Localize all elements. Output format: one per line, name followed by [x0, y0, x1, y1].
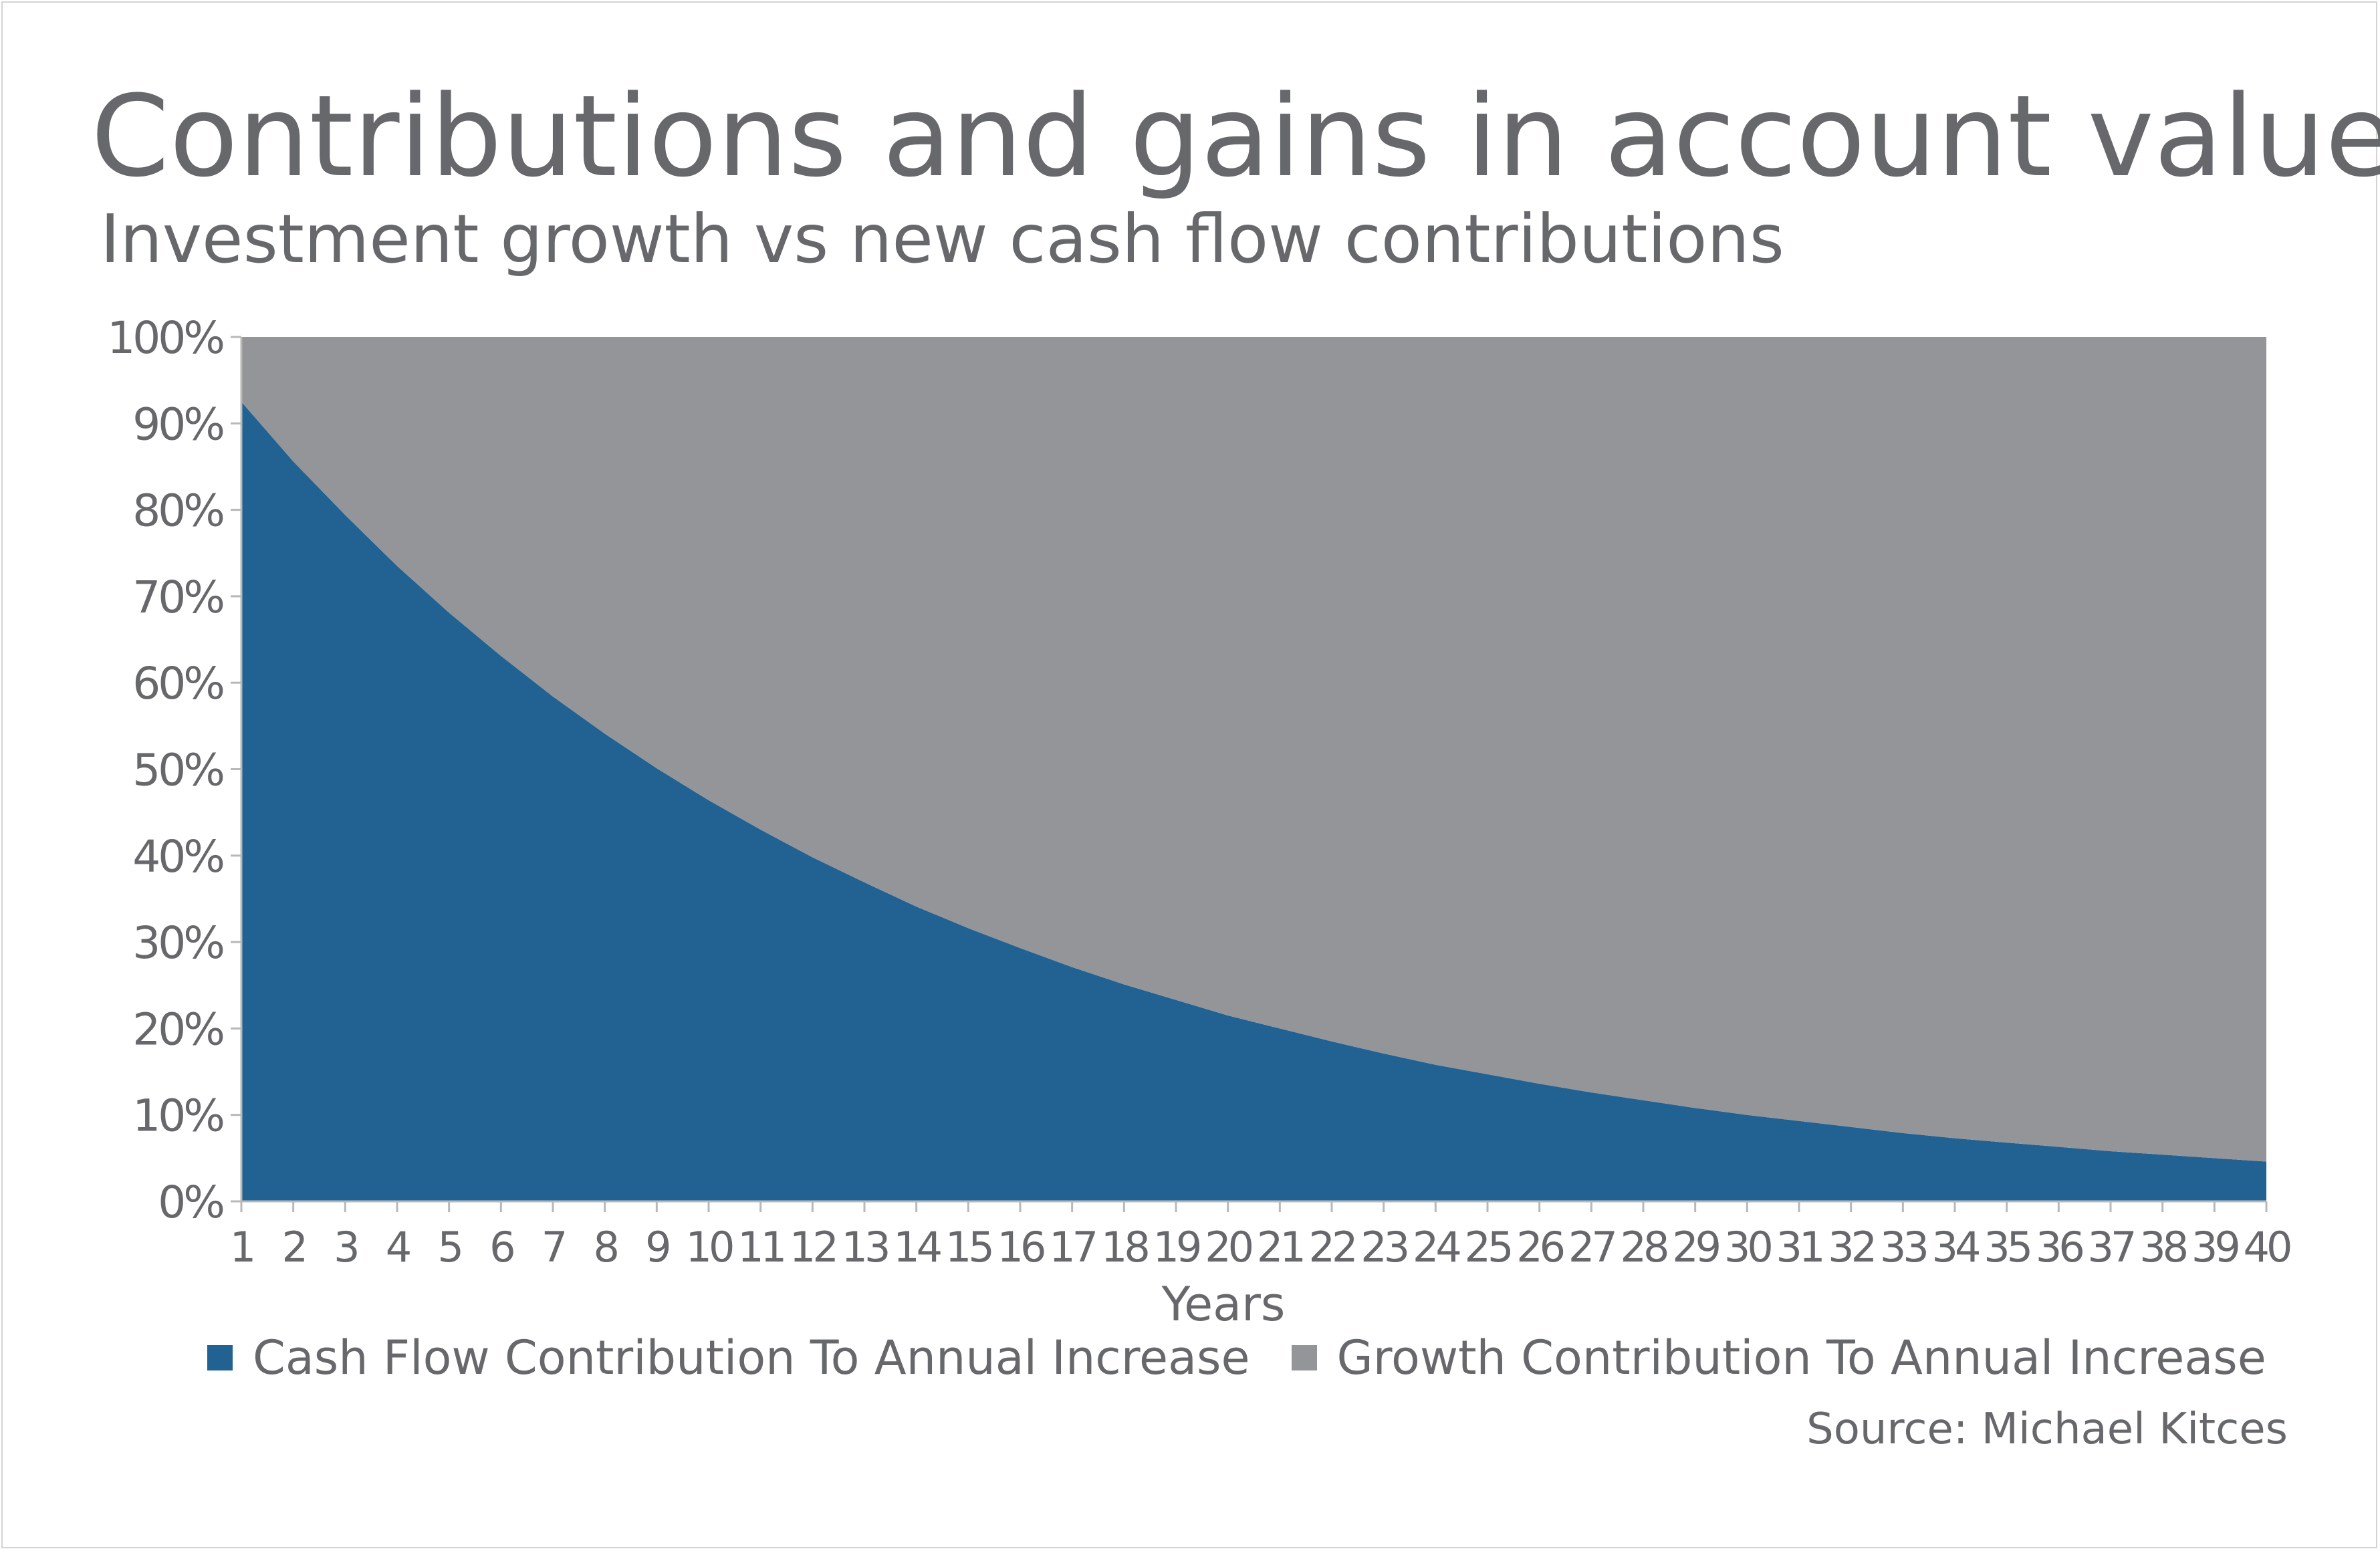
- x-tick-label: 9: [645, 1223, 669, 1272]
- x-tick-label: 16: [997, 1223, 1044, 1272]
- x-tick-label: 8: [593, 1223, 617, 1272]
- x-tick-label: 6: [489, 1223, 513, 1272]
- legend-label-cash-flow: Cash Flow Contribution To Annual Increas…: [253, 1330, 1250, 1385]
- y-ticks: 0% 10% 20% 30% 40% 50% 60% 70% 80% 90% 100%: [107, 312, 241, 1228]
- plot-areas: [241, 337, 2266, 1201]
- x-tick-label: 26: [1516, 1223, 1563, 1272]
- x-tick-label: 30: [1724, 1223, 1771, 1272]
- x-tick-label: 3: [334, 1223, 357, 1272]
- y-tick-label: 70%: [132, 572, 223, 623]
- x-tick-label: 17: [1049, 1223, 1095, 1272]
- chart-subtitle: Investment growth vs new cash flow contr…: [100, 200, 1784, 278]
- x-tick-label: 35: [1984, 1223, 2030, 1272]
- x-tick-label: 38: [2139, 1223, 2186, 1272]
- x-tick-label: 5: [437, 1223, 461, 1272]
- legend-item-growth: Growth Contribution To Annual Increase: [1291, 1330, 2266, 1385]
- legend: Cash Flow Contribution To Annual Increas…: [207, 1334, 2308, 1381]
- x-tick-label: 32: [1828, 1223, 1874, 1272]
- area-series-cash-flow: [241, 401, 2266, 1201]
- chart-title: Contributions and gains in account value: [91, 71, 2380, 202]
- x-tick-label: 34: [1932, 1223, 1979, 1272]
- y-tick-label: 0%: [158, 1177, 223, 1228]
- x-tick-label: 36: [2036, 1223, 2082, 1272]
- x-tick-label: 19: [1153, 1223, 1200, 1272]
- x-tick-label: 18: [1101, 1223, 1148, 1272]
- x-tick-label: 37: [2088, 1223, 2134, 1272]
- y-tick-label: 50%: [132, 745, 223, 796]
- legend-swatch-growth: [1291, 1345, 1317, 1370]
- y-tick-label: 40%: [132, 831, 223, 882]
- x-tick-label: 12: [790, 1223, 836, 1272]
- y-tick-label: 80%: [132, 485, 223, 537]
- x-tick-label: 25: [1465, 1223, 1511, 1272]
- x-tick-label: 39: [2191, 1223, 2238, 1272]
- x-tick-label: 28: [1621, 1223, 1667, 1272]
- x-tick-label: 14: [893, 1223, 940, 1272]
- legend-label-growth: Growth Contribution To Annual Increase: [1336, 1330, 2266, 1385]
- y-tick-label: 90%: [132, 398, 223, 450]
- x-axis-label: Years: [1161, 1277, 1286, 1332]
- y-tick-label: 10%: [132, 1090, 223, 1142]
- x-tick-label: 24: [1413, 1223, 1459, 1272]
- source-note: Source: Michael Kitces: [1806, 1405, 2288, 1454]
- x-tick-label: 11: [737, 1223, 784, 1272]
- x-tick-label: 22: [1309, 1223, 1355, 1272]
- x-tick-label: 1: [230, 1223, 253, 1272]
- x-tick-label: 21: [1257, 1223, 1303, 1272]
- y-tick-label: 30%: [132, 917, 223, 969]
- x-tick-label: 29: [1672, 1223, 1719, 1272]
- x-tick-label: 15: [945, 1223, 991, 1272]
- y-tick-label: 20%: [132, 1003, 223, 1055]
- x-tick-label: 13: [842, 1223, 888, 1272]
- x-tick-label: 20: [1205, 1223, 1252, 1272]
- x-tick-label: 7: [542, 1223, 565, 1272]
- y-tick-label: 100%: [107, 312, 223, 364]
- x-tick-label: 10: [686, 1223, 733, 1272]
- x-ticks: 1 2 3 4 5 6 7 8 9 10 11 12 13 14 15 16 17 18 19 20 21 22 23 24 2…: [230, 1201, 2294, 1272]
- x-tick-label: 40: [2244, 1223, 2290, 1272]
- area-series-growth: [241, 337, 2266, 1162]
- legend-swatch-cash-flow: [207, 1345, 233, 1370]
- x-tick-label: 4: [386, 1223, 410, 1272]
- x-tick-label: 23: [1360, 1223, 1407, 1272]
- x-tick-label: 33: [1880, 1223, 1926, 1272]
- x-tick-label: 27: [1568, 1223, 1615, 1272]
- x-tick-label: 2: [281, 1223, 304, 1272]
- y-tick-label: 60%: [132, 658, 223, 709]
- x-tick-label: 31: [1776, 1223, 1822, 1272]
- legend-item-cash-flow: Cash Flow Contribution To Annual Increas…: [207, 1334, 1250, 1381]
